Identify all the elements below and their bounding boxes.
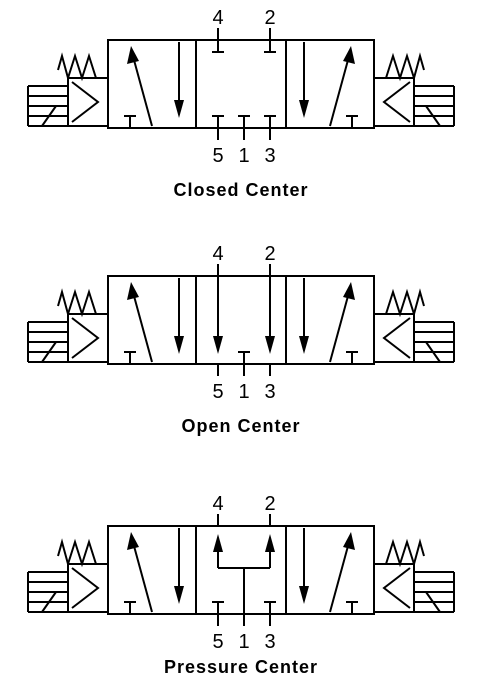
- center-closed-symbols: [212, 40, 276, 128]
- port-label-2: 2: [264, 243, 275, 265]
- port-label-3: 3: [264, 631, 275, 653]
- port-label-4: 4: [212, 243, 223, 265]
- port-label-1: 1: [238, 381, 249, 403]
- port-label-4: 4: [212, 7, 223, 29]
- port-label-3: 3: [264, 381, 275, 403]
- valve-open-center: 4 2 5 1 3 Open Center: [27, 243, 455, 436]
- port-label-2: 2: [264, 493, 275, 515]
- port-label-4: 4: [212, 493, 223, 515]
- port-label-5: 5: [212, 145, 223, 167]
- port-label-5: 5: [212, 381, 223, 403]
- valve-pressure-center: 4 2 5 1 3 Pressure Center: [27, 493, 455, 677]
- caption-closed-center: Closed Center: [173, 180, 308, 200]
- valve-closed-center: 4 2 5 1 3 Closed Center: [27, 7, 455, 200]
- port-label-5: 5: [212, 631, 223, 653]
- port-label-3: 3: [264, 145, 275, 167]
- caption-pressure-center: Pressure Center: [164, 657, 318, 677]
- center-pressure-symbols: [212, 534, 276, 614]
- port-label-2: 2: [264, 7, 275, 29]
- caption-open-center: Open Center: [181, 416, 300, 436]
- center-open-symbols: [213, 276, 275, 364]
- port-label-1: 1: [238, 631, 249, 653]
- port-label-1: 1: [238, 145, 249, 167]
